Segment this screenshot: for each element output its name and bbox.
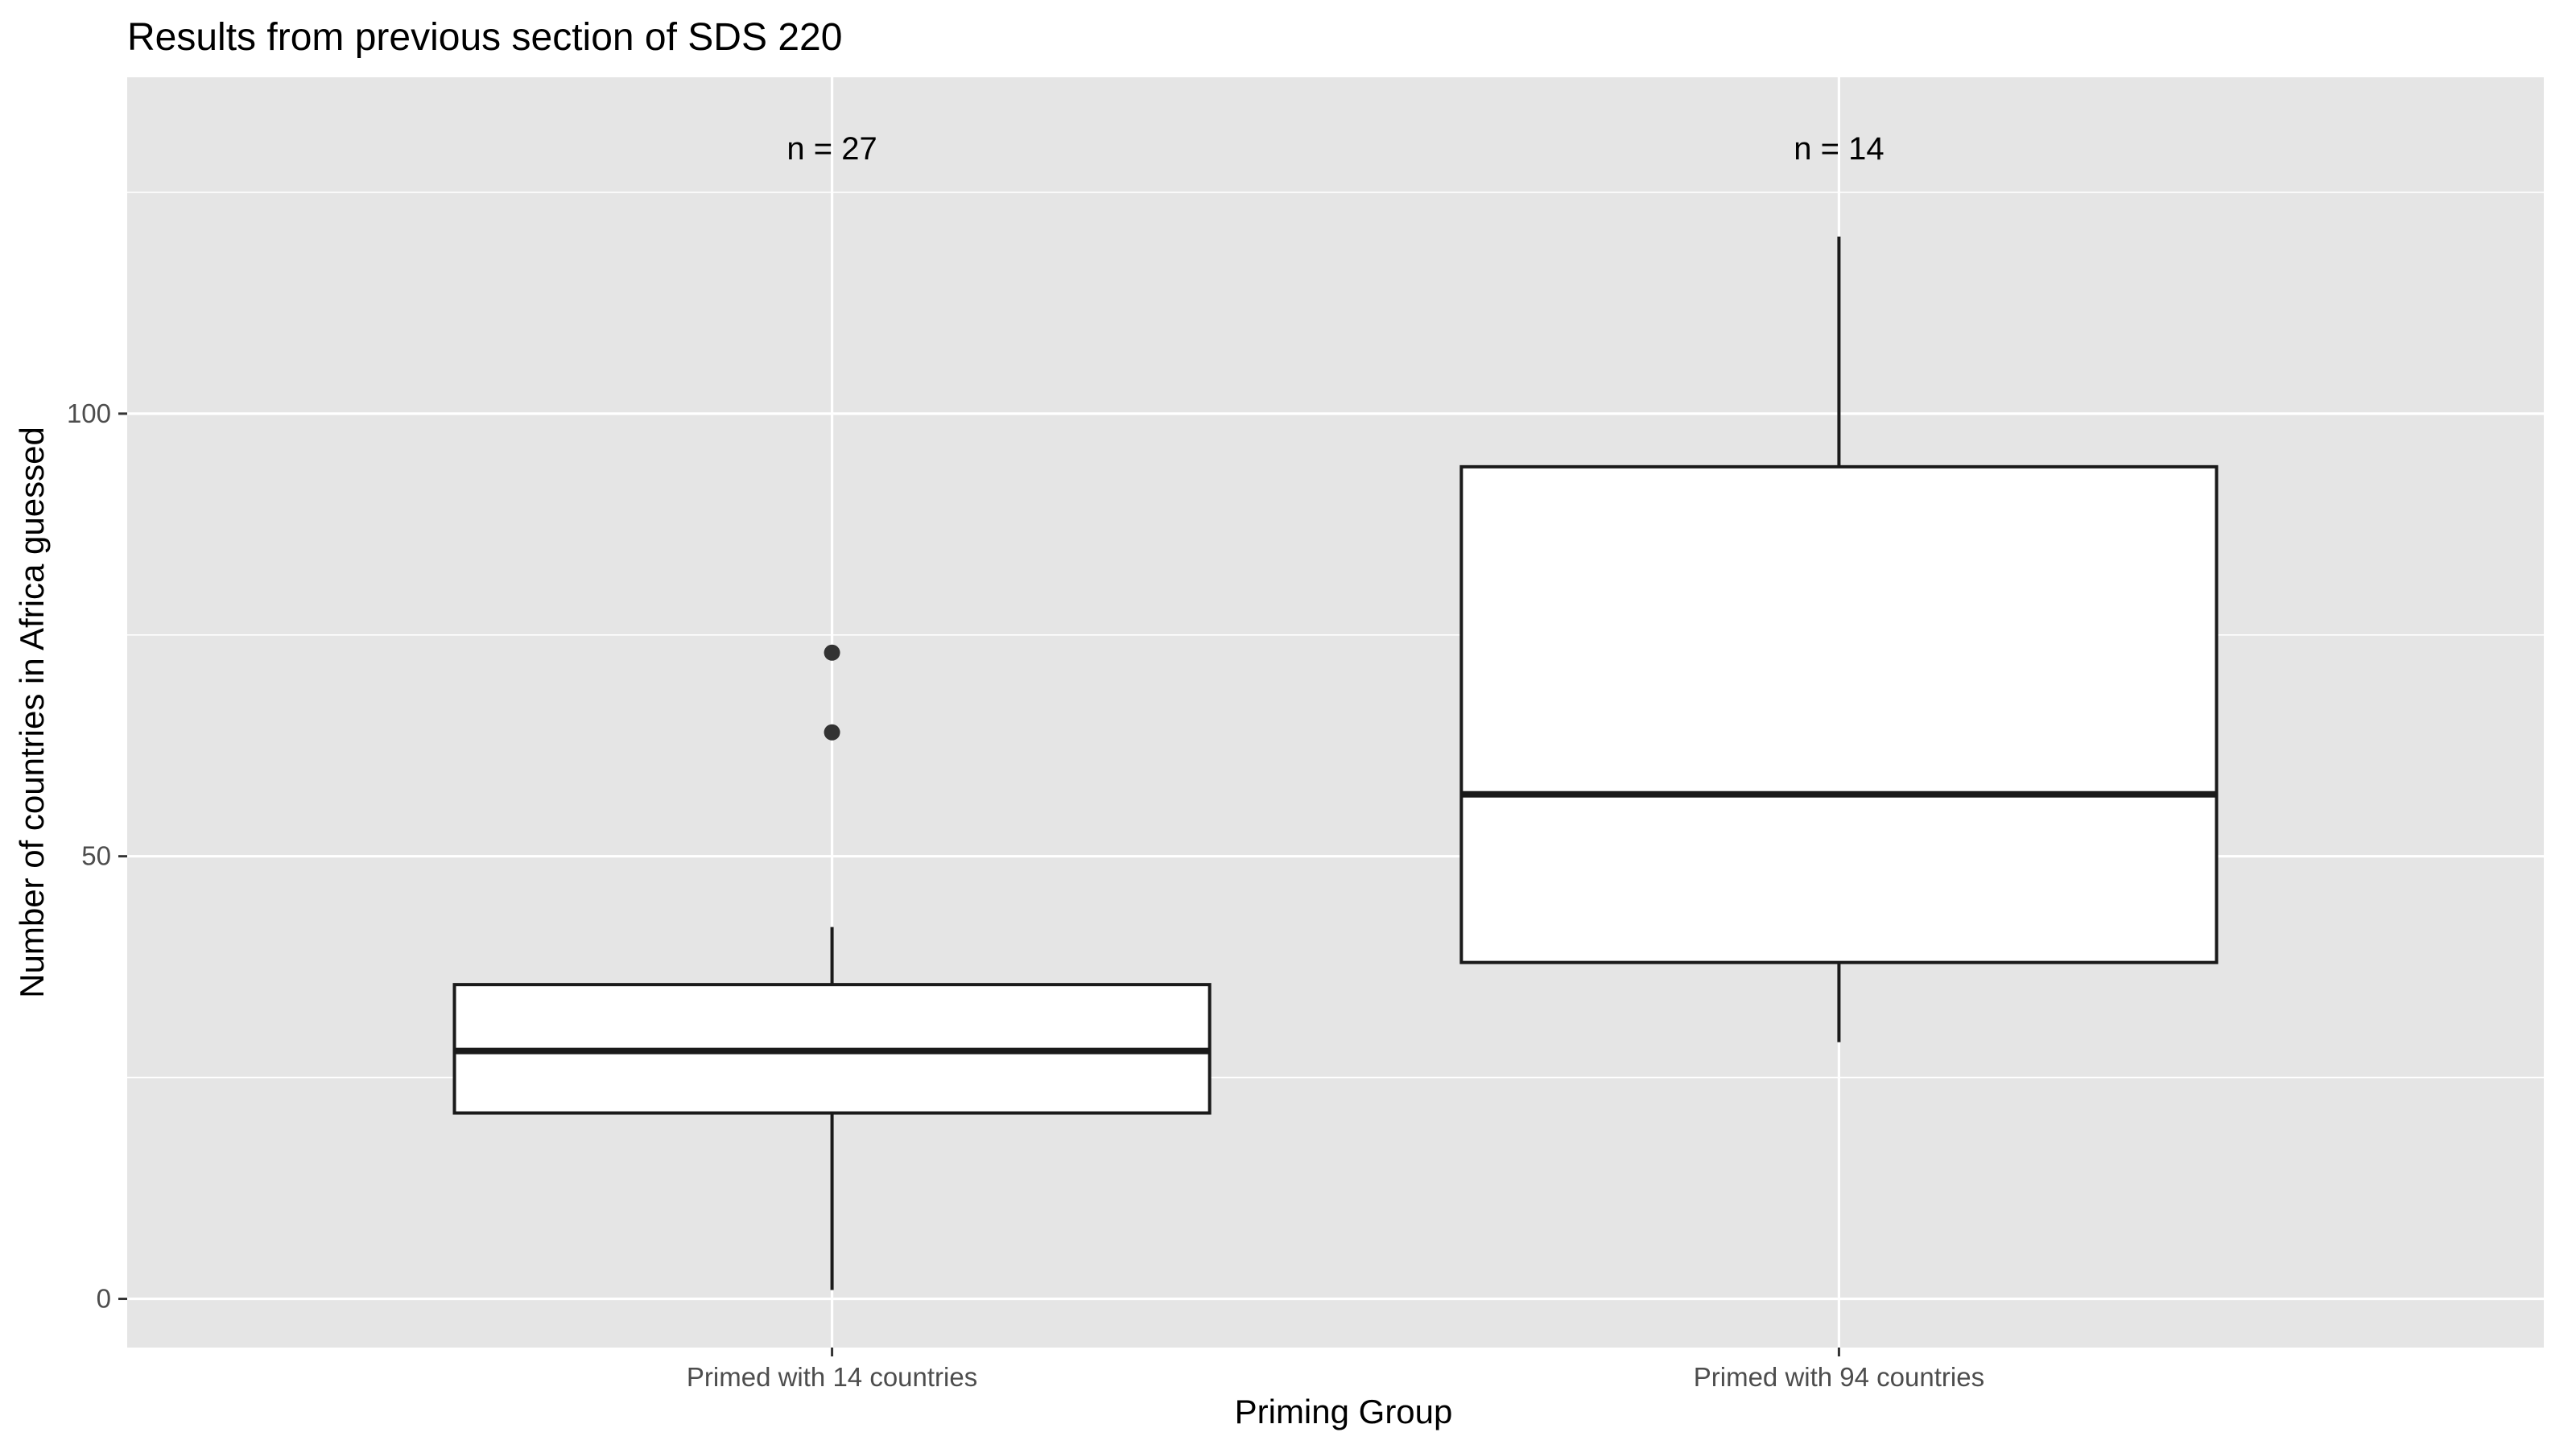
x-tick-label: Primed with 94 countries [1694,1362,1984,1392]
x-tick-label: Primed with 14 countries [687,1362,977,1392]
x-axis-title: Priming Group [1235,1393,1453,1430]
y-axis-title: Number of countries in Africa guessed [13,427,51,998]
sample-size-label: n = 27 [786,131,877,167]
outlier-point [824,644,840,661]
sample-size-label: n = 14 [1794,131,1884,167]
y-tick-label: 50 [81,841,111,871]
outlier-point [824,724,840,741]
y-tick-label: 0 [97,1284,111,1314]
box-iqr [1459,464,2219,964]
y-tick-label: 100 [67,398,111,428]
labels-layer: 0 50 100 Primed with 14 countries Primed wit… [67,131,1984,1392]
boxes-layer [452,236,2219,1290]
chart-title: Results from previous section of SDS 220 [127,16,842,59]
